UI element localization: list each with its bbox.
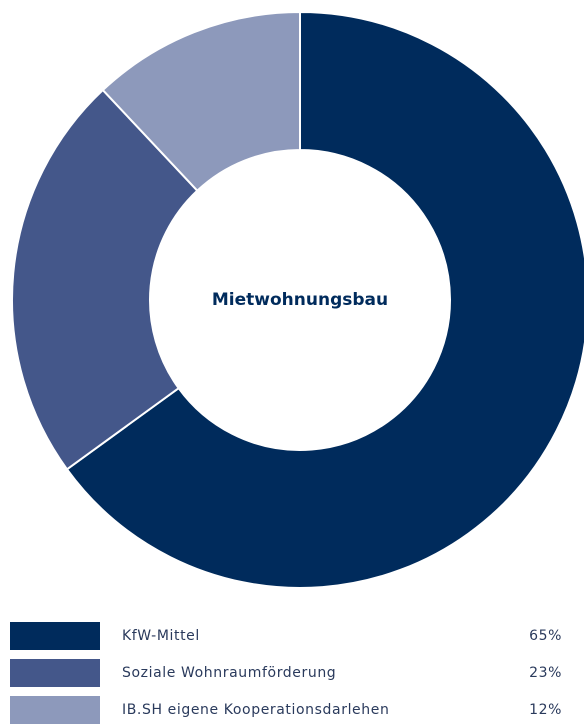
- legend-value: 12%: [529, 702, 562, 718]
- center-label: Mietwohnungsbau: [212, 290, 388, 310]
- legend-swatch: [10, 696, 100, 724]
- legend-label: Soziale Wohnraumförderung: [122, 665, 336, 681]
- legend-swatch: [10, 659, 100, 687]
- legend-value: 23%: [529, 665, 562, 681]
- legend-swatch: [10, 622, 100, 650]
- donut-slice: [11, 88, 199, 471]
- donut-slice: [65, 10, 584, 589]
- donut-slice: [101, 10, 301, 193]
- legend-label: IB.SH eigene Kooperationsdarlehen: [122, 702, 389, 718]
- legend-label: KfW-Mittel: [122, 628, 200, 644]
- legend-value: 65%: [529, 628, 562, 644]
